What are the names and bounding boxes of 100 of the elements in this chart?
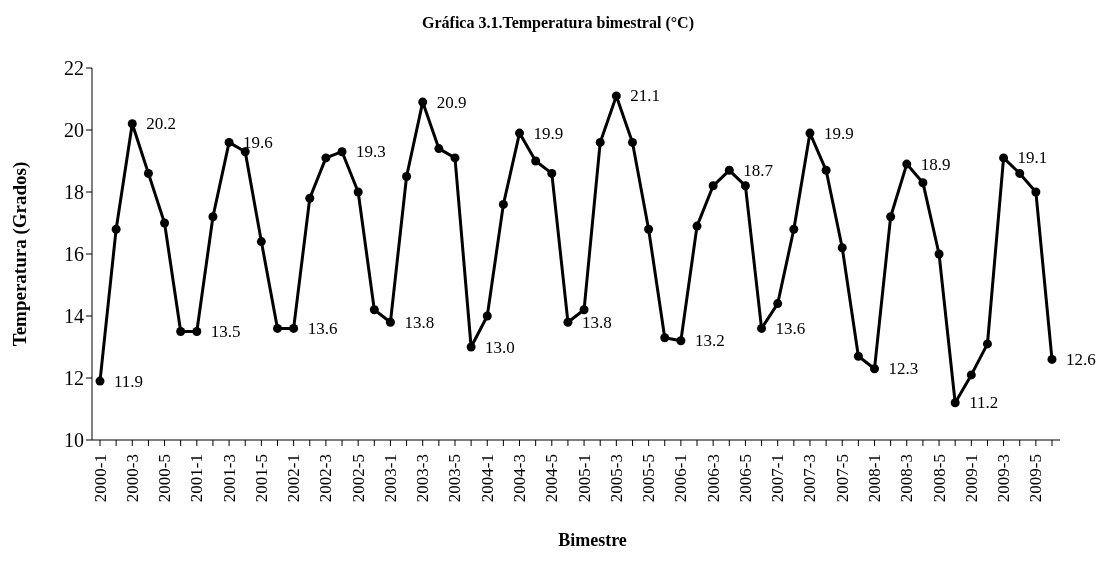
point (1015, 168, 1025, 178)
point (143, 168, 153, 178)
x-tick-label: 2009-5 (1026, 454, 1046, 503)
point (627, 137, 637, 147)
data-label: 21.1 (630, 86, 661, 106)
x-tick-label: 2009-3 (994, 454, 1014, 503)
point (369, 305, 379, 315)
data-label: 11.9 (114, 371, 144, 391)
data-label: 13.6 (307, 318, 338, 338)
point (498, 199, 508, 209)
point (563, 317, 573, 327)
data-label: 12.3 (888, 359, 919, 379)
point (999, 153, 1009, 163)
y-tick-label: 10 (64, 429, 84, 452)
x-tick-label: 2003-5 (445, 454, 465, 503)
point (644, 224, 654, 234)
data-label: 12.6 (1066, 349, 1096, 369)
x-tick-label: 2008-1 (865, 454, 885, 503)
point (111, 224, 121, 234)
point (595, 137, 605, 147)
point (515, 128, 525, 138)
x-tick-label: 2006-3 (703, 454, 723, 503)
point (385, 317, 395, 327)
x-tick-label: 2001-5 (251, 454, 271, 503)
point (805, 128, 815, 138)
x-tick-label: 2002-3 (316, 454, 336, 503)
point (208, 212, 218, 222)
x-tick-label: 2009-1 (961, 454, 981, 503)
x-tick-label: 2008-5 (929, 454, 949, 503)
point (660, 333, 670, 343)
point (256, 237, 266, 247)
point (837, 243, 847, 253)
point (611, 91, 621, 101)
x-tick-label: 2006-5 (735, 454, 755, 503)
point (950, 398, 960, 408)
point (676, 336, 686, 346)
point (902, 159, 912, 169)
data-label: 13.8 (581, 312, 612, 332)
point (418, 97, 428, 107)
data-label: 13.8 (404, 312, 435, 332)
point (176, 327, 186, 336)
data-label: 20.9 (436, 92, 467, 112)
x-tick-label: 2007-5 (832, 454, 852, 503)
data-label: 18.7 (743, 160, 774, 180)
point (789, 224, 799, 234)
point (482, 311, 492, 321)
data-label: 18.9 (920, 154, 951, 174)
x-tick-label: 2004-1 (477, 454, 497, 503)
chart-title: Gráfica 3.1.Temperatura bimestral (°C) (421, 14, 695, 32)
point (353, 187, 363, 197)
data-label: 20.2 (146, 114, 177, 134)
point (192, 327, 202, 336)
point (466, 342, 476, 352)
data-label: 19.3 (356, 142, 386, 162)
x-tick-label: 2000-1 (90, 454, 110, 503)
x-tick-label: 2000-3 (122, 454, 142, 503)
y-tick-label: 22 (64, 57, 84, 80)
x-tick-label: 2008-3 (897, 454, 917, 503)
data-label: 13.2 (694, 331, 725, 351)
y-tick-label: 14 (64, 305, 84, 328)
point (224, 137, 234, 147)
point (579, 305, 589, 315)
point (982, 339, 992, 349)
point (724, 165, 734, 175)
point (934, 249, 944, 259)
point (1031, 187, 1041, 197)
x-tick-label: 2007-1 (768, 454, 788, 503)
point (321, 153, 331, 163)
data-label: 13.5 (210, 322, 241, 341)
point (708, 181, 718, 191)
point (337, 147, 347, 157)
point (692, 221, 702, 231)
point (289, 323, 299, 333)
x-axis-title: Bimestre (557, 530, 628, 551)
data-label: 11.2 (969, 393, 999, 413)
point (272, 323, 282, 333)
x-tick-label: 2004-3 (510, 454, 530, 503)
x-tick-label: 2001-3 (219, 454, 239, 503)
y-axis-title: Temperatura (Grados) (9, 161, 31, 347)
point (966, 370, 976, 380)
point (740, 181, 750, 191)
point (450, 153, 460, 163)
x-tick-label: 2003-3 (413, 454, 433, 503)
y-tick-label: 12 (64, 367, 84, 390)
data-label: 19.6 (243, 132, 273, 152)
point (853, 351, 863, 361)
point (870, 364, 880, 374)
x-tick-label: 2005-5 (639, 454, 659, 503)
point (95, 376, 105, 386)
data-label: 13.6 (775, 318, 806, 338)
point (127, 119, 137, 129)
y-tick-label: 18 (64, 181, 84, 204)
x-tick-label: 2003-1 (380, 454, 400, 503)
data-label: 19.9 (823, 123, 854, 143)
x-tick-label: 2002-5 (348, 454, 368, 503)
y-tick-label: 16 (64, 243, 84, 266)
data-label: 19.1 (1017, 148, 1048, 168)
point (773, 299, 783, 309)
x-tick-label: 2005-3 (606, 454, 626, 503)
point (434, 144, 444, 154)
